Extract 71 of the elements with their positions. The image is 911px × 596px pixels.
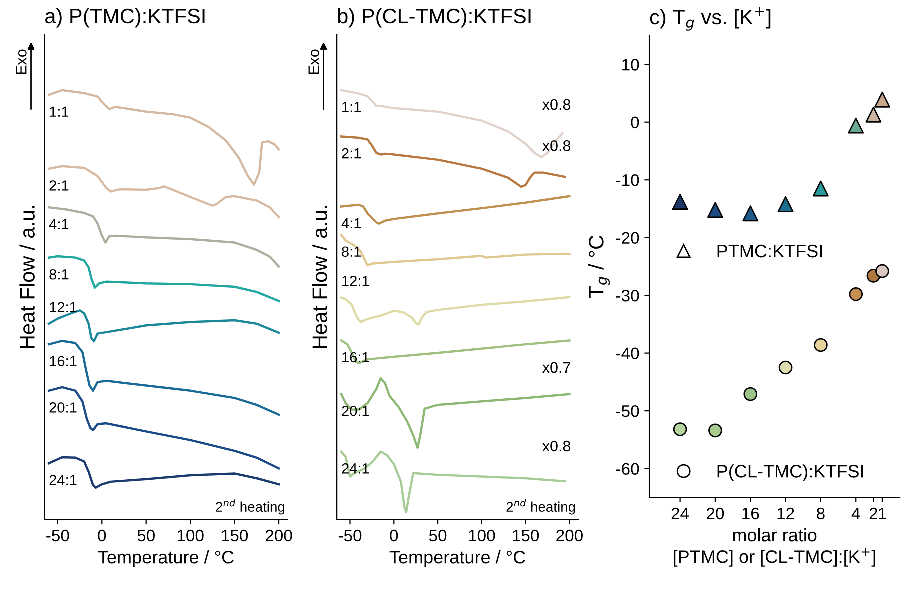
annotation: x0.8 [542, 440, 571, 452]
point [707, 202, 724, 218]
chart-title: a) P(TMC):KTFSI [46, 8, 205, 28]
point [742, 206, 759, 222]
series-label: 4:1 [342, 218, 362, 229]
x-tick-label: 50 [138, 530, 155, 542]
series-label: 8:1 [50, 269, 69, 280]
x-tick-label: 12 [778, 508, 794, 520]
annotation: x0.8 [542, 99, 571, 110]
annotation: x0.8 [542, 140, 571, 152]
y-axis-title: Heat Flow / a.u. [20, 206, 35, 348]
x-axis-title: molar ratio [PTMC] or [CL-TMC]:[K$^{+}$] [674, 528, 876, 567]
x-tick-label: 0 [98, 530, 106, 542]
x-tick-label: 50 [429, 530, 447, 542]
point [848, 118, 864, 134]
x-tick-label: 150 [222, 530, 248, 542]
point [874, 92, 890, 108]
series-label: 4:1 [49, 219, 69, 230]
series-label: 8:1 [342, 246, 362, 258]
y-tick-label: -50 [616, 405, 640, 418]
text: Exo [16, 50, 27, 74]
series-label: 2:1 [342, 148, 362, 159]
x-tick-label: 100 [469, 530, 496, 542]
y-tick-label: 0 [631, 116, 640, 129]
x-tick-label: 100 [178, 530, 204, 542]
series-label: 24:1 [342, 464, 370, 474]
series-label: 20:1 [342, 406, 370, 416]
series-label: 2:1 [50, 180, 69, 191]
x-tick-label: 200 [556, 530, 583, 542]
x-axis-title: Temperature / °C [98, 550, 234, 568]
annotation: 2$^{nd}$ heating [216, 499, 285, 515]
x-axis-title: Temperature / °C [390, 550, 526, 568]
series-label: 1:1 [342, 102, 362, 112]
y-axis-title: T$_{g}$ / °C [588, 236, 610, 298]
x-tick-label: 8 [817, 508, 825, 520]
x-tick-label: 150 [513, 530, 540, 542]
series-label: 16:1 [342, 352, 370, 363]
series-label: 12:1 [50, 302, 77, 312]
x-tick-label: 0 [390, 530, 398, 542]
y-tick-label: 10 [622, 59, 640, 71]
series-label: 12:1 [342, 276, 370, 286]
y-tick-label: -10 [616, 174, 640, 186]
series-label: 24:1 [50, 475, 77, 486]
y-tick-label: -40 [616, 348, 640, 360]
annotation: 2$^{nd}$ heating [506, 499, 576, 515]
y-axis-title: Heat Flow / a.u. [312, 206, 328, 348]
point [778, 196, 794, 212]
x-tick-label: 4 [852, 508, 860, 520]
text: Exo [308, 50, 320, 74]
x-tick-label: 20 [707, 508, 724, 520]
point [672, 194, 688, 210]
chart-title: b) P(CL-TMC):KTFSI [338, 8, 531, 28]
y-tick-label: -60 [616, 463, 640, 475]
series-label: 20:1 [50, 402, 77, 413]
x-tick-label: -50 [338, 530, 362, 542]
legend-label: PTMC:KTFSI [718, 244, 822, 258]
x-tick-label: 200 [266, 530, 292, 542]
legend-label: P(CL-TMC):KTFSI [718, 464, 864, 482]
annotation: x0.7 [542, 362, 570, 374]
x-tick-label: 1 [879, 508, 886, 520]
x-tick-label: -50 [46, 530, 70, 542]
x-tick-label: 24 [672, 508, 690, 520]
y-tick-label: -20 [616, 232, 640, 244]
series-label: 1:1 [50, 106, 69, 117]
point [866, 106, 882, 123]
y-tick-label: -30 [616, 290, 640, 302]
x-tick-label: 2 [870, 508, 878, 520]
chart-title: c) T$_{g}$ vs. [K$^{+}$] [650, 7, 771, 31]
point [812, 180, 829, 197]
x-tick-label: 16 [742, 508, 760, 520]
series-label: 16:1 [50, 356, 77, 367]
